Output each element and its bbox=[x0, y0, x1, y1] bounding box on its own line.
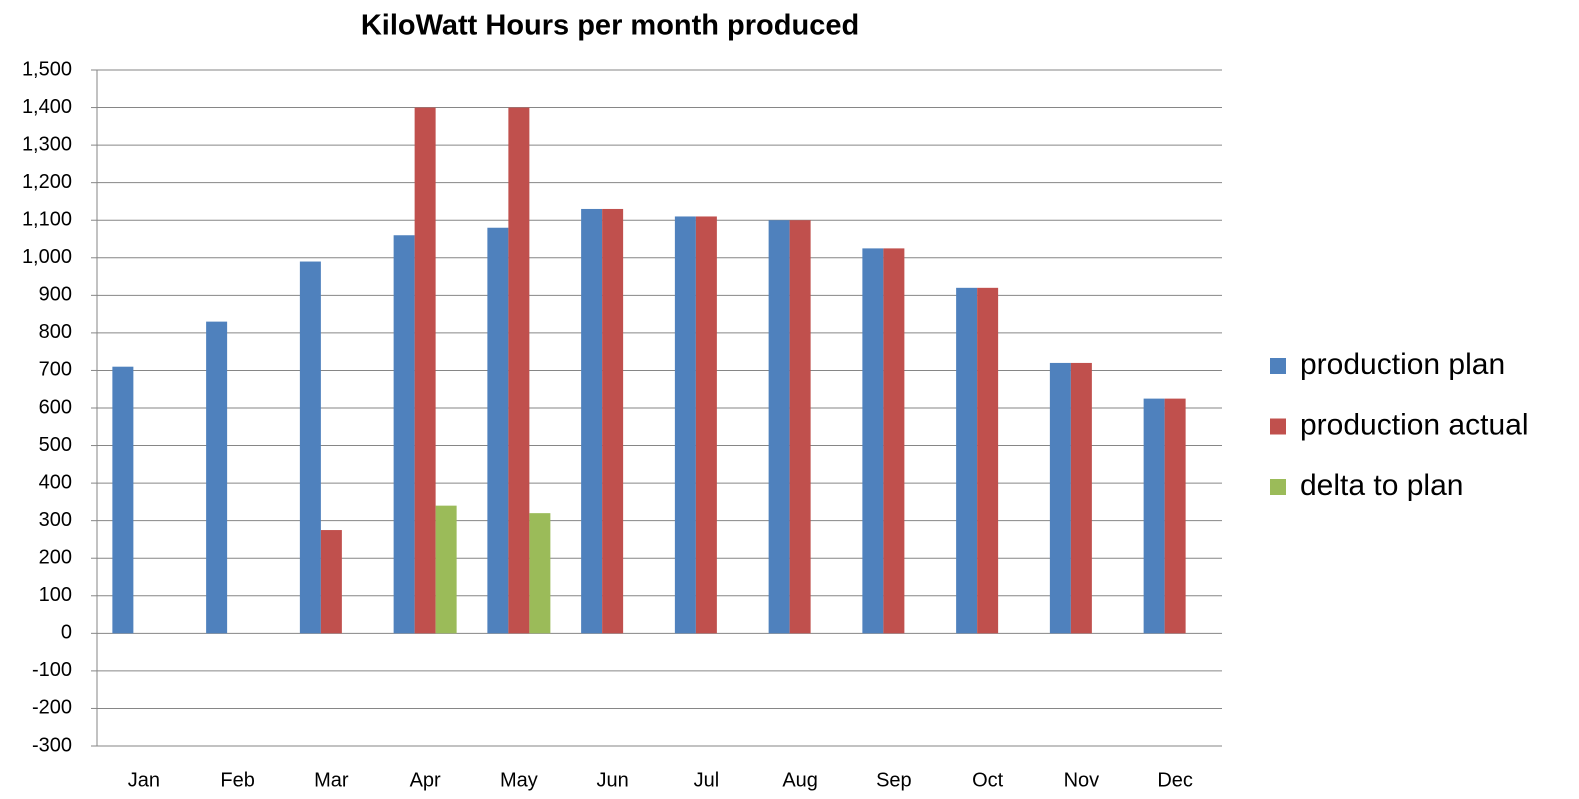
bar bbox=[674, 216, 696, 634]
y-tick-label: 200 bbox=[39, 547, 72, 569]
bar bbox=[487, 227, 509, 634]
bar bbox=[883, 248, 905, 634]
legend-swatch bbox=[1270, 479, 1286, 495]
y-tick-label: 1,500 bbox=[22, 58, 72, 80]
y-tick-label: 0 bbox=[61, 622, 72, 644]
bar bbox=[1143, 398, 1165, 634]
y-tick-label: 600 bbox=[39, 396, 72, 418]
bar bbox=[862, 248, 884, 634]
bar bbox=[206, 321, 228, 634]
x-tick-label: Jan bbox=[128, 769, 160, 791]
y-tick-label: 300 bbox=[39, 509, 72, 531]
bar bbox=[602, 208, 624, 634]
y-tick-label: 800 bbox=[39, 321, 72, 343]
y-tick-label: 1,200 bbox=[22, 171, 72, 193]
bar bbox=[414, 107, 436, 634]
bar bbox=[299, 261, 321, 634]
legend-swatch bbox=[1270, 358, 1286, 374]
x-tick-label: Dec bbox=[1157, 769, 1193, 791]
bar bbox=[393, 235, 415, 634]
x-tick-label: Feb bbox=[220, 769, 254, 791]
y-tick-label: 500 bbox=[39, 434, 72, 456]
x-tick-label: Jul bbox=[694, 769, 720, 791]
bar bbox=[529, 513, 551, 634]
legend-label: production plan bbox=[1300, 348, 1505, 381]
y-tick-label: 100 bbox=[39, 584, 72, 606]
y-tick-label: 1,400 bbox=[22, 96, 72, 118]
y-tick-label: 1,300 bbox=[22, 133, 72, 155]
legend-label: delta to plan bbox=[1300, 469, 1463, 502]
y-tick-label: 700 bbox=[39, 359, 72, 381]
bar bbox=[1049, 362, 1071, 634]
x-tick-label: Sep bbox=[876, 769, 912, 791]
bar bbox=[581, 208, 603, 634]
legend-swatch bbox=[1270, 418, 1286, 435]
y-tick-label: 400 bbox=[39, 471, 72, 493]
bar bbox=[320, 530, 342, 634]
bar bbox=[1164, 398, 1186, 634]
y-tick-label: -100 bbox=[32, 659, 72, 681]
x-tick-label: Oct bbox=[972, 769, 1004, 791]
x-tick-label: Aug bbox=[782, 769, 818, 791]
y-tick-label: 1,000 bbox=[22, 246, 72, 268]
x-tick-label: Nov bbox=[1064, 769, 1100, 791]
bar bbox=[695, 216, 717, 634]
y-tick-label: -300 bbox=[32, 734, 72, 756]
bar bbox=[768, 220, 790, 634]
y-tick-label: -200 bbox=[32, 697, 72, 719]
y-tick-label: 1,100 bbox=[22, 209, 72, 231]
y-tick-label: 900 bbox=[39, 284, 72, 306]
x-tick-label: May bbox=[500, 769, 538, 791]
bar bbox=[508, 107, 530, 634]
x-tick-label: Jun bbox=[597, 769, 629, 791]
x-tick-label: Mar bbox=[314, 769, 349, 791]
bar bbox=[956, 287, 978, 634]
chart-title: KiloWatt Hours per month produced bbox=[361, 10, 859, 42]
bar bbox=[1070, 362, 1092, 634]
bar bbox=[977, 287, 999, 634]
bar bbox=[789, 220, 811, 634]
legend-label: production actual bbox=[1300, 408, 1529, 441]
x-tick-label: Apr bbox=[410, 769, 441, 791]
bar bbox=[435, 505, 457, 634]
bar bbox=[112, 366, 134, 634]
